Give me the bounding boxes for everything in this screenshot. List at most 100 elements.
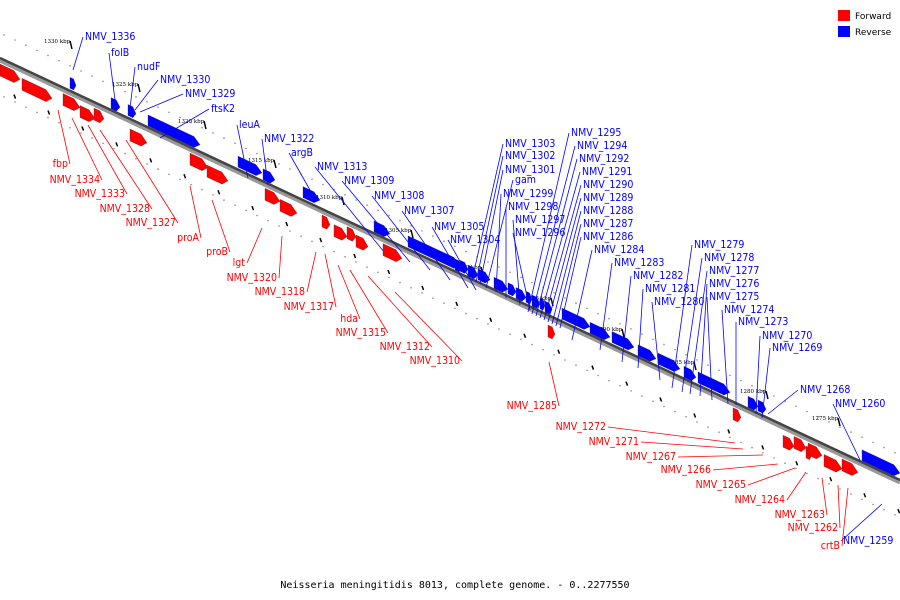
grid-dot-lower [575, 364, 577, 366]
gene-label-nmv-1322: NMV_1322 [264, 133, 314, 145]
leader-line [531, 145, 576, 315]
grid-dot-lower [58, 121, 60, 124]
leader-line [821, 477, 828, 516]
grid-dot-lower [597, 374, 599, 377]
forward-gene [79, 105, 96, 122]
gene-label-nmv-1269: NMV_1269 [772, 342, 822, 354]
reverse-gene [525, 290, 533, 305]
gene-label-nmv-1295: NMV_1295 [571, 127, 621, 139]
leader-line [324, 253, 337, 308]
minor-tick [251, 205, 255, 211]
grid-dot-upper [707, 364, 709, 366]
forward-gene [264, 188, 281, 205]
gene-label-gam: gam [515, 174, 536, 186]
grid-dot-upper [36, 49, 38, 52]
gene-label-nudf: nudF [137, 61, 160, 73]
minor-tick [795, 461, 799, 466]
grid-dot-lower [674, 410, 676, 413]
gene-label-nmv-1283: NMV_1283 [614, 257, 664, 269]
minor-tick [47, 110, 51, 115]
gene-label-nmv-1286: NMV_1286 [583, 231, 633, 243]
forward-gene [547, 324, 556, 340]
grid-dot-upper [432, 235, 434, 237]
grid-dot-lower [377, 271, 379, 274]
tick-mark [410, 229, 414, 239]
grid-dot-lower [740, 441, 742, 444]
grid-dot-lower [828, 483, 830, 485]
grid-dot-lower [454, 307, 456, 310]
reverse-gene [515, 287, 527, 302]
leader-line [125, 139, 179, 224]
gene-label-nmv-1301: NMV_1301 [505, 164, 555, 176]
gene-label-ftsk2: ftsK2 [211, 103, 235, 115]
minor-tick [523, 333, 527, 339]
tick-label: 1295 kbp [525, 296, 552, 302]
gene-label-nmv-1294: NMV_1294 [577, 140, 627, 152]
gene-label-nmv-1315: NMV_1315 [336, 327, 386, 339]
forward-gene [206, 164, 229, 185]
gene-label-nmv-1303: NMV_1303 [505, 138, 555, 150]
grid-dot-upper [267, 157, 269, 160]
grid-dot-lower [69, 127, 71, 129]
tick-label: 1290 kbp [596, 327, 623, 333]
grid-dot-lower [443, 302, 445, 305]
tick-marks: 1330 kbp 1325 kbp 1320 kbp 1315 kbp 1310 kbp… [13, 39, 900, 514]
gene-label-lgt: lgt [233, 257, 246, 269]
leader-line [189, 185, 202, 239]
forward-gene [346, 226, 357, 242]
grid-dot-upper [674, 348, 676, 351]
gene-label-nmv-1333: NMV_1333 [75, 188, 125, 200]
minor-tick [285, 221, 289, 227]
gene-label-nmv-1277: NMV_1277 [709, 265, 759, 277]
gene-label-leua: leuA [239, 119, 260, 131]
grid-dot-upper [410, 225, 412, 227]
grid-dot-lower [25, 106, 27, 108]
forward-gene [782, 434, 795, 451]
leader-line [71, 117, 103, 181]
grid-dot-lower [146, 163, 148, 165]
gene-label-nmv-1305: NMV_1305 [434, 221, 484, 233]
grid-dot-upper [817, 415, 819, 418]
gene-label-nmv-1304: NMV_1304 [450, 234, 500, 246]
grid-dot-lower [520, 338, 522, 341]
gene-label-prob: proB [206, 246, 228, 258]
gene-label-argb: argB [291, 147, 313, 159]
forward-gene [21, 78, 53, 102]
grid-dot-lower [861, 498, 863, 501]
minor-tick [727, 429, 731, 434]
reverse-gene [493, 276, 509, 293]
grid-dot-lower [289, 230, 291, 232]
reverse-gene [561, 307, 591, 330]
minor-tick [625, 381, 629, 386]
grid-dot-lower [47, 116, 49, 119]
gene-label-nmv-1310: NMV_1310 [410, 355, 460, 367]
grid-dot-lower [707, 426, 709, 428]
grid-dot-upper [399, 219, 401, 222]
minor-tick [115, 142, 119, 147]
grid-dot-upper [531, 281, 533, 284]
grid-dot-upper [311, 178, 313, 181]
leader-line [747, 467, 796, 486]
minor-tick [217, 189, 221, 195]
grid-dot-lower [421, 292, 423, 294]
grid-dot-lower [267, 219, 269, 222]
gene-label-nmv-1296: NMV_1296 [515, 227, 565, 239]
forward-gene [841, 458, 859, 476]
leader-line [349, 269, 389, 334]
minor-tick [319, 237, 323, 243]
gene-label-nmv-1288: NMV_1288 [583, 205, 633, 217]
grid-dot-upper [454, 245, 456, 248]
grid-dot-upper [509, 271, 511, 274]
grid-dot-upper [289, 168, 291, 170]
leader-line [755, 335, 761, 415]
grid-dot-upper [212, 132, 214, 134]
grid-dot-upper [773, 395, 775, 397]
gene-label-crtb: crtB [821, 540, 840, 552]
grid-dot-upper [135, 96, 137, 98]
minor-tick [353, 253, 357, 259]
leader-line [278, 235, 283, 279]
grid-dot-lower [333, 250, 335, 253]
leader-line [129, 66, 136, 109]
grid-dot-upper [3, 34, 5, 36]
